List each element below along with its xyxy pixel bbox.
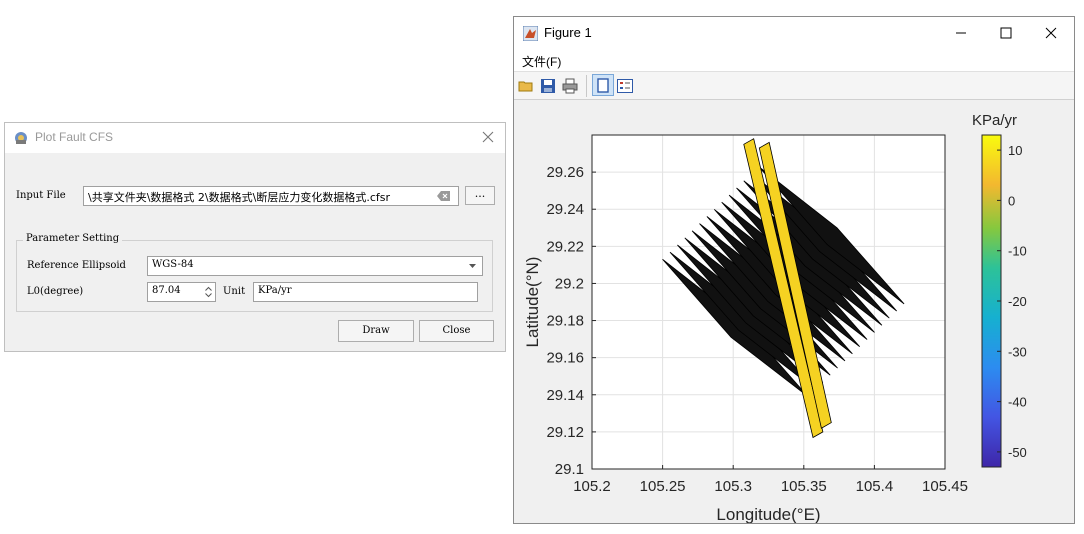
l0-label: L0(degree)	[27, 286, 84, 297]
input-file-label: Input File	[16, 190, 66, 201]
close-icon[interactable]	[1045, 27, 1057, 39]
axes-box	[591, 134, 946, 470]
plot-area: 105.2 105.25 105.3 105.35 105.4 105.45 29.1 29.…	[514, 101, 1074, 524]
menu-bar: 文件(F)	[514, 48, 1074, 72]
colorbar-tick-label: -20	[1008, 294, 1027, 309]
y-tick-label: 29.14	[546, 387, 584, 404]
app-icon	[15, 132, 27, 144]
save-icon[interactable]	[539, 77, 557, 95]
unit-field[interactable]: KPa/yr	[253, 282, 478, 302]
y-tick-label: 29.1	[555, 461, 584, 478]
unit-label: Unit	[223, 286, 246, 297]
colorbar-tick-label: 10	[1008, 143, 1022, 158]
figure-tool-toggle[interactable]	[592, 74, 614, 96]
stepper-arrows-icon[interactable]	[205, 286, 212, 298]
figure-window: Figure 1 文件(F) 105.2 105.25 105.3 105.35 10	[513, 16, 1075, 524]
y-tick-label: 29.2	[555, 275, 584, 292]
input-file-value: \共享文件夹\数据格式 2\数据格式\断层应力变化数据格式.cfsr	[88, 191, 390, 204]
colorbar-tick-label: -50	[1008, 445, 1027, 460]
y-axis-label: Latitude(°N)	[523, 257, 542, 348]
reference-ellipsoid-value: WGS-84	[152, 259, 194, 270]
x-tick-label: 105.3	[714, 478, 752, 495]
reference-ellipsoid-label: Reference Ellipsoid	[27, 260, 126, 271]
draw-button[interactable]: Draw	[338, 320, 414, 342]
browse-button[interactable]: ...	[465, 186, 495, 205]
plot-fault-cfs-dialog: Plot Fault CFS Input File \共享文件夹\数据格式 2\…	[4, 122, 506, 352]
x-tick-label: 105.2	[573, 478, 611, 495]
figure-icon	[597, 78, 609, 93]
l0-value: 87.04	[152, 285, 181, 296]
open-icon[interactable]	[517, 77, 535, 95]
maximize-icon[interactable]	[1000, 27, 1012, 39]
colorbar-label: KPa/yr	[972, 112, 1017, 129]
reference-ellipsoid-select[interactable]: WGS-84	[147, 256, 483, 276]
x-tick-label: 105.35	[781, 478, 827, 495]
colorbar-tick-label: -10	[1008, 244, 1027, 259]
menu-file[interactable]: 文件(F)	[522, 55, 562, 69]
chevron-down-icon	[469, 264, 476, 268]
x-tick-label: 105.25	[640, 478, 686, 495]
x-axis-label: Longitude(°E)	[716, 505, 820, 523]
y-tick-label: 29.26	[546, 164, 584, 181]
matlab-icon	[523, 26, 538, 41]
unit-value: KPa/yr	[258, 285, 292, 296]
l0-stepper[interactable]: 87.04	[147, 282, 216, 302]
print-icon[interactable]	[561, 77, 579, 95]
figure-title: Figure 1	[544, 25, 592, 40]
dialog-title: Plot Fault CFS	[35, 130, 114, 144]
y-tick-label: 29.18	[546, 313, 584, 330]
legend-icon[interactable]	[616, 77, 634, 95]
y-tick-label: 29.12	[546, 424, 584, 441]
y-tick-label: 29.24	[546, 201, 584, 218]
y-tick-label: 29.22	[546, 238, 584, 255]
vertical-fault-patch	[758, 141, 832, 429]
dipping-fault-plane	[758, 166, 905, 305]
x-tick-label: 105.45	[922, 478, 968, 495]
toolbar-separator	[586, 75, 587, 97]
minimize-icon[interactable]	[955, 27, 967, 39]
clear-icon[interactable]	[437, 190, 451, 202]
y-tick-label: 29.16	[546, 350, 584, 367]
figure-title-bar: Figure 1	[514, 17, 1074, 48]
parameter-setting-title: Parameter Setting	[23, 233, 123, 244]
dialog-close-icon[interactable]	[479, 128, 497, 146]
x-tick-label: 105.4	[856, 478, 894, 495]
close-button[interactable]: Close	[419, 320, 494, 342]
figure-toolbar	[514, 72, 1074, 100]
colorbar-tick-label: -40	[1008, 395, 1027, 410]
dialog-title-bar: Plot Fault CFS	[5, 123, 505, 153]
vertical-fault-patch	[743, 138, 824, 439]
colorbar-tick-label: -30	[1008, 344, 1027, 359]
input-file-field[interactable]: \共享文件夹\数据格式 2\数据格式\断层应力变化数据格式.cfsr	[83, 186, 459, 206]
colorbar-tick-label: 0	[1008, 193, 1015, 208]
fault-cfs-chart[interactable]: 105.2 105.25 105.3 105.35 105.4 105.45 29.1 29.…	[514, 101, 1074, 524]
parameter-setting-group	[16, 240, 493, 312]
